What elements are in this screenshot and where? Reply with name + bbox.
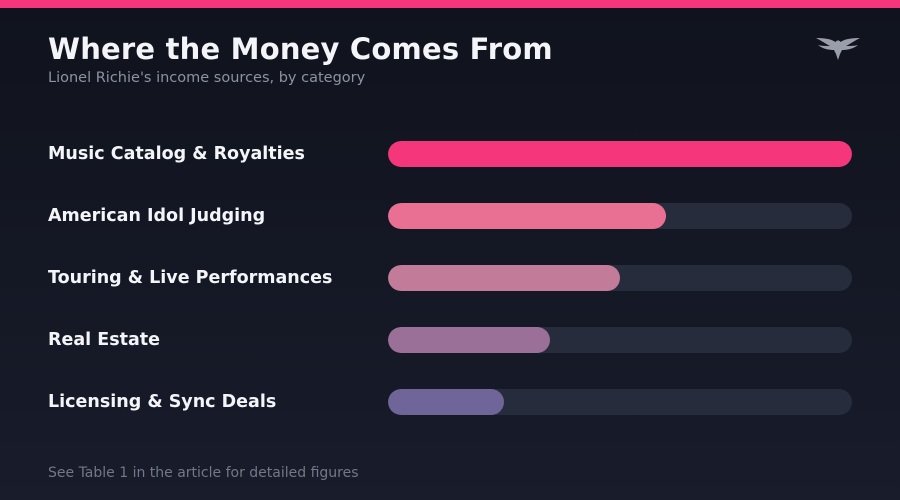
bar-fill xyxy=(388,265,620,291)
accent-top-bar xyxy=(0,0,900,8)
bar-label: Real Estate xyxy=(48,330,161,350)
bar-track xyxy=(388,389,852,415)
footnote: See Table 1 in the article for detailed … xyxy=(48,465,359,481)
bar-track xyxy=(388,265,852,291)
bar-track xyxy=(388,141,852,167)
bar-fill xyxy=(388,389,504,415)
bar-label: Touring & Live Performances xyxy=(48,268,333,288)
bar-row: Touring & Live Performances xyxy=(0,264,900,292)
bar-fill xyxy=(388,203,666,229)
bar-label: American Idol Judging xyxy=(48,206,266,226)
bar-fill xyxy=(388,141,852,167)
chart-title: Where the Money Comes From xyxy=(48,32,553,66)
eagle-icon xyxy=(816,38,860,60)
bar-label: Licensing & Sync Deals xyxy=(48,392,277,412)
bar-row: American Idol Judging xyxy=(0,202,900,230)
bar-track xyxy=(388,203,852,229)
bar-row: Real Estate xyxy=(0,326,900,354)
bar-fill xyxy=(388,327,550,353)
bar-row: Music Catalog & Royalties xyxy=(0,140,900,168)
bar-track xyxy=(388,327,852,353)
chart-subtitle: Lionel Richie's income sources, by categ… xyxy=(48,70,366,86)
bar-label: Music Catalog & Royalties xyxy=(48,144,305,164)
bar-row: Licensing & Sync Deals xyxy=(0,388,900,416)
